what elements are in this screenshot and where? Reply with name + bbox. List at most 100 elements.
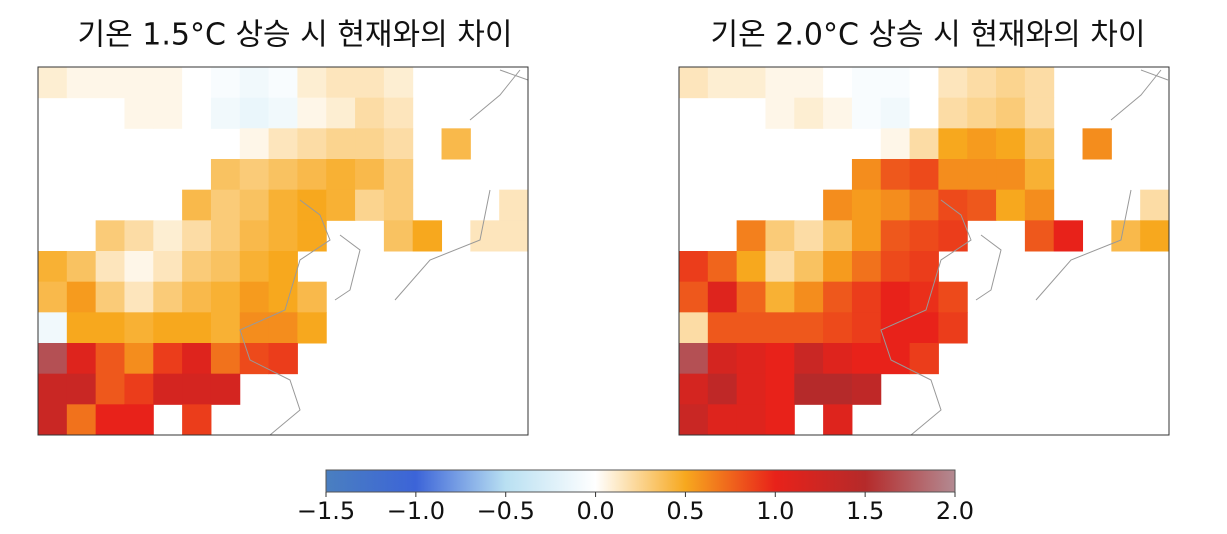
grid-cell (66, 281, 97, 313)
grid-cell (851, 281, 882, 313)
grid-cell (182, 343, 212, 375)
tick-label: 0.0 (576, 497, 614, 525)
grid-cell (383, 67, 414, 99)
grid-cell (499, 189, 529, 221)
grid-cell (182, 220, 212, 252)
grid-cell (124, 404, 154, 436)
grid-cell (938, 128, 968, 160)
grid-cell (182, 373, 212, 405)
grid-cell (679, 67, 709, 99)
grid-cell (1111, 220, 1141, 252)
grid-cell (996, 189, 1026, 221)
grid-cell (210, 159, 241, 191)
grid-cell (794, 251, 824, 283)
grid-cell (326, 128, 356, 160)
grid-cell (938, 189, 968, 221)
grid-cell (124, 343, 154, 375)
grid-cell (297, 189, 327, 221)
grid-cell (95, 312, 125, 344)
grid-cell (967, 159, 997, 191)
grid-cell (880, 159, 911, 191)
grid-cell (38, 312, 68, 344)
grid-cell (794, 312, 824, 344)
grid-cell (823, 97, 853, 129)
grid-cell (707, 67, 738, 99)
grid-cell (38, 251, 68, 283)
grid-cell (938, 67, 968, 99)
grid-cell (297, 281, 327, 313)
grid-cell (326, 159, 356, 191)
grid-cell (153, 281, 183, 313)
grid-cell (182, 97, 212, 129)
grid-cell (880, 343, 911, 375)
grid-cell (909, 67, 939, 99)
grid-cell (355, 128, 385, 160)
grid-cell (1024, 189, 1055, 221)
grid-cell (355, 159, 385, 191)
grid-cell (909, 281, 939, 313)
grid-cell (239, 67, 270, 99)
grid-cell (268, 251, 298, 283)
grid-cell (383, 159, 414, 191)
grid-cell (239, 251, 270, 283)
tick-label: 1.0 (756, 497, 794, 525)
grid-cell (823, 404, 853, 436)
grid-cell (38, 67, 68, 99)
grid-cell (124, 251, 154, 283)
coastline (239, 69, 1169, 436)
grid-cell (66, 404, 97, 436)
grid-cell (153, 312, 183, 344)
grid-cell (383, 97, 414, 129)
grid-cell (326, 189, 356, 221)
grid-cell (996, 128, 1026, 160)
grid-cell (823, 220, 853, 252)
grid-cell (239, 220, 270, 252)
grid-cell (326, 97, 356, 129)
grid-cell (1024, 159, 1055, 191)
grid-cell (210, 251, 241, 283)
grid-cell (1024, 97, 1055, 129)
grid-cell (210, 97, 241, 129)
grid-cell (268, 128, 298, 160)
grid-cell (239, 189, 270, 221)
grid-cell (124, 220, 154, 252)
grid-cell (909, 189, 939, 221)
grid-cell (909, 97, 939, 129)
grid-cell (967, 97, 997, 129)
panel-frame (37, 66, 529, 436)
grid-cell (268, 189, 298, 221)
panel (38, 67, 529, 436)
grid-cell (880, 281, 911, 313)
grid-cell (736, 67, 766, 99)
grid-cell (765, 343, 795, 375)
grid-cell (239, 128, 270, 160)
grid-cell (679, 373, 709, 405)
tick-label: 0.5 (666, 497, 704, 525)
grid-cell (355, 97, 385, 129)
grid-cell (938, 220, 968, 252)
tick-label: 1.5 (846, 497, 884, 525)
grid-cell (268, 343, 298, 375)
grid-cell (153, 251, 183, 283)
grid-cell (95, 343, 125, 375)
grid-cell (182, 281, 212, 313)
grid-cell (880, 189, 911, 221)
grid-cell (823, 343, 853, 375)
grid-cell (765, 67, 795, 99)
grid-cell (794, 67, 824, 99)
grid-cell (851, 97, 882, 129)
grid-cell (909, 343, 939, 375)
grid-cell (1024, 128, 1055, 160)
grid-cell (823, 373, 853, 405)
grid-cell (909, 220, 939, 252)
grid-cell (707, 343, 738, 375)
grid-cell (1053, 220, 1084, 252)
grid-cell (679, 312, 709, 344)
grid-cell (355, 67, 385, 99)
grid-cell (736, 281, 766, 313)
grid-cell (707, 404, 738, 436)
grid-cell (383, 220, 414, 252)
tick-label: −0.5 (477, 497, 535, 525)
grid-cell (880, 128, 911, 160)
